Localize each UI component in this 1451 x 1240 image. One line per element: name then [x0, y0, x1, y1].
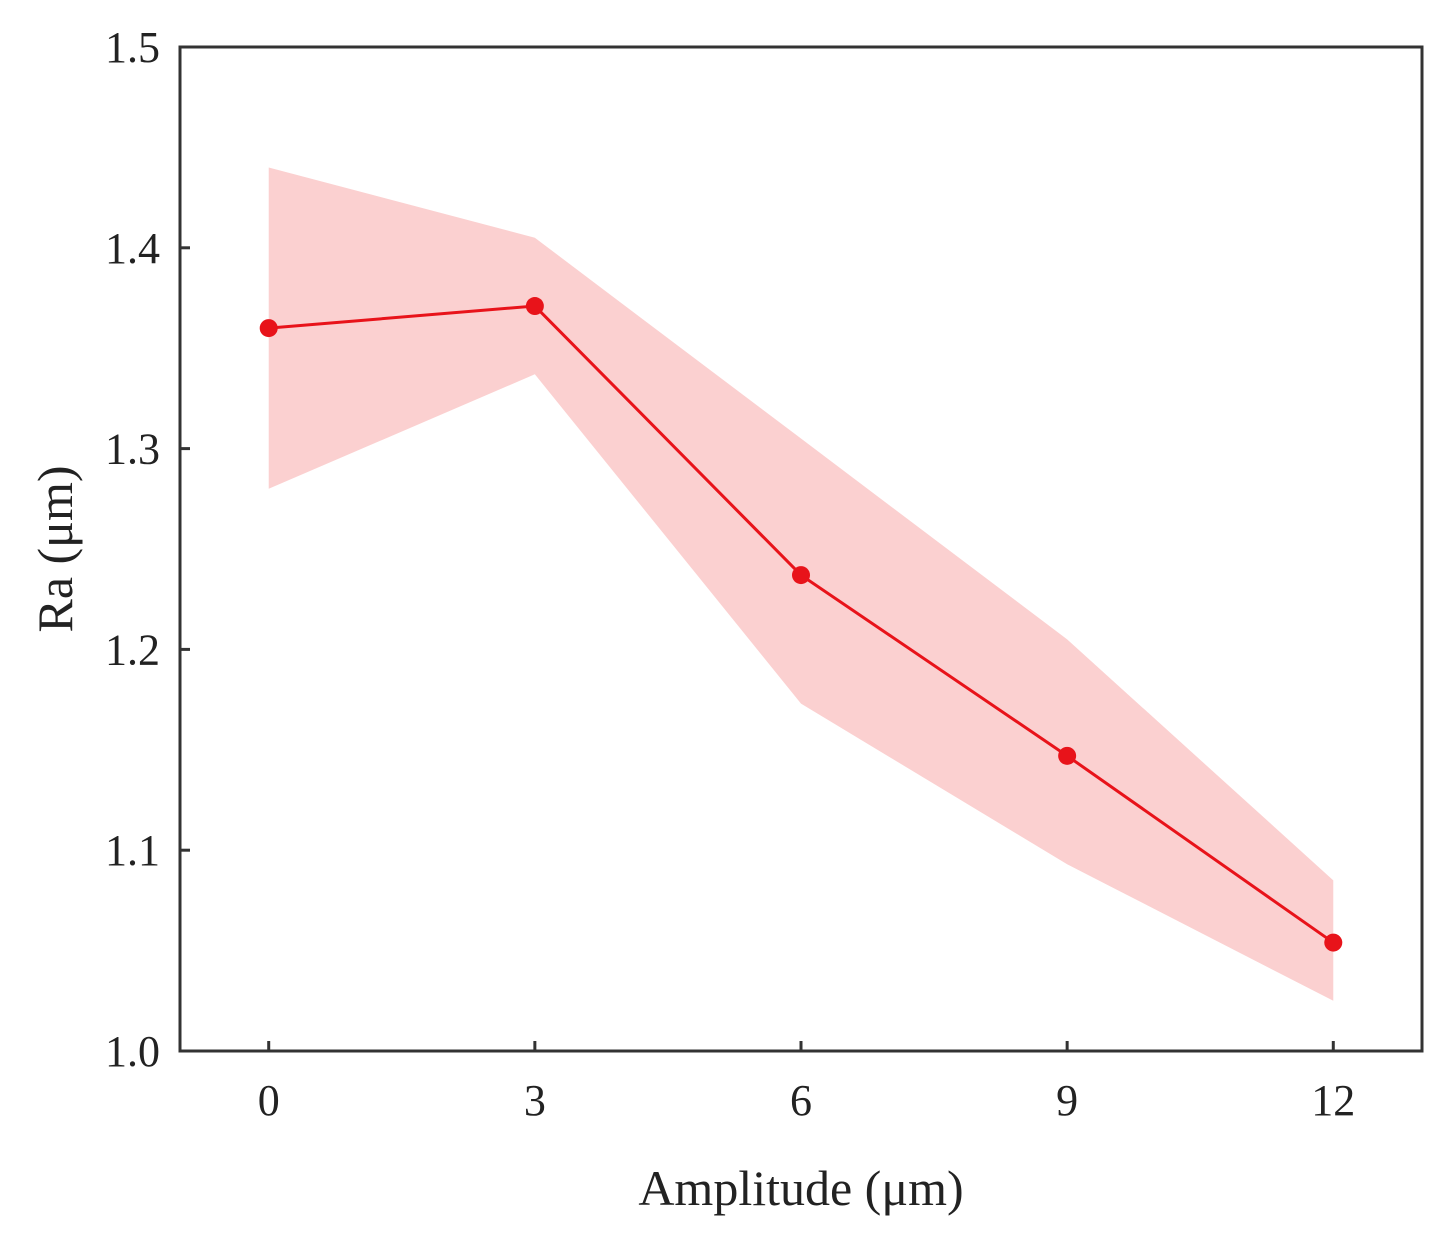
x-tick-label: 9 [1056, 1076, 1078, 1125]
x-tick-label: 3 [524, 1076, 546, 1125]
x-tick-label: 0 [258, 1076, 280, 1125]
y-tick-label: 1.1 [105, 826, 160, 875]
x-tick-label: 12 [1311, 1076, 1355, 1125]
data-point [525, 297, 544, 316]
y-tick-label: 1.3 [105, 425, 160, 474]
data-point [259, 319, 278, 338]
y-axis-title: Ra (μm) [27, 465, 83, 632]
data-point [792, 566, 810, 585]
y-tick-label: 1.5 [105, 23, 160, 72]
x-axis-title: Amplitude (μm) [638, 1160, 963, 1216]
y-tick-label: 1.2 [105, 625, 160, 674]
data-point [1324, 933, 1343, 952]
y-axis-ticks: 1.0 1.1 1.2 1.3 1.4 1.5 [105, 23, 190, 1076]
x-tick-label: 6 [790, 1076, 812, 1125]
data-point [1058, 746, 1077, 765]
data-points [259, 297, 1343, 952]
y-tick-label: 1.4 [105, 224, 160, 273]
y-tick-label: 1.0 [105, 1027, 160, 1076]
x-axis-ticks: 0 3 6 9 12 [258, 1041, 1355, 1125]
error-band [268, 167, 1334, 1001]
